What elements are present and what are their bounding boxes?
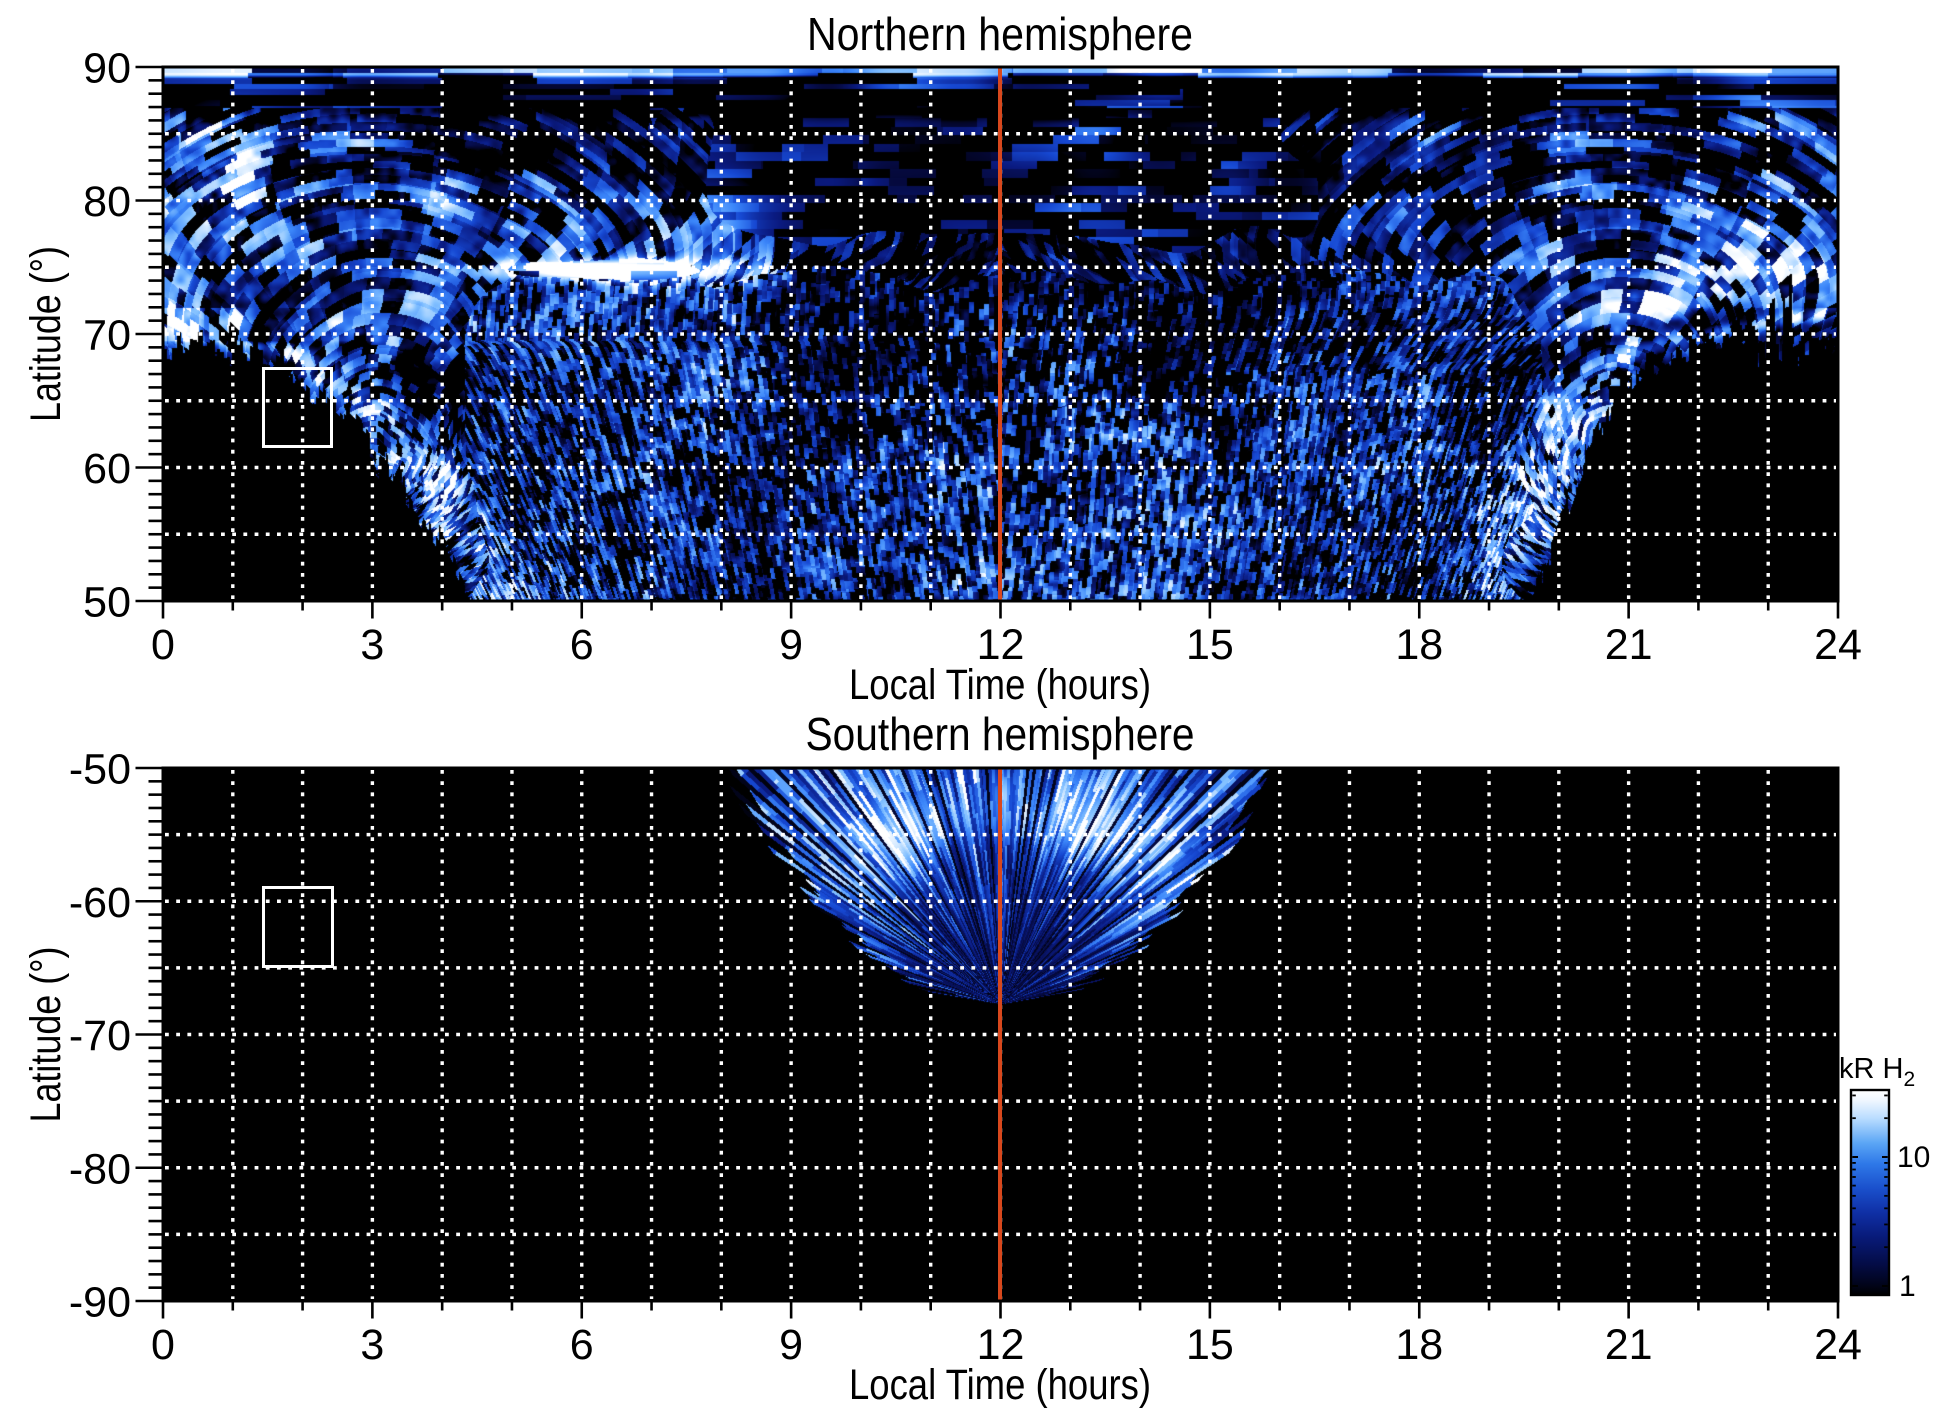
svg-text:6: 6: [570, 621, 594, 669]
svg-text:60: 60: [83, 445, 131, 493]
svg-text:50: 50: [83, 579, 131, 627]
svg-text:80: 80: [83, 178, 131, 226]
svg-text:9: 9: [779, 1321, 803, 1369]
svg-text:21: 21: [1605, 621, 1653, 669]
svg-text:3: 3: [360, 1321, 384, 1369]
svg-text:24: 24: [1814, 621, 1862, 669]
svg-text:18: 18: [1395, 1321, 1443, 1369]
svg-text:9: 9: [779, 621, 803, 669]
svg-text:-50: -50: [69, 746, 131, 794]
svg-text:Local Time (hours): Local Time (hours): [849, 1361, 1151, 1409]
svg-text:15: 15: [1186, 621, 1234, 669]
svg-text:12: 12: [977, 1321, 1025, 1369]
svg-text:24: 24: [1814, 1321, 1862, 1369]
svg-text:10: 10: [1897, 1141, 1930, 1174]
svg-text:1: 1: [1899, 1270, 1916, 1303]
svg-text:15: 15: [1186, 1321, 1234, 1369]
svg-text:90: 90: [83, 45, 131, 93]
svg-text:-80: -80: [69, 1145, 131, 1193]
svg-text:-60: -60: [69, 879, 131, 927]
svg-text:Northern hemisphere: Northern hemisphere: [807, 8, 1193, 60]
svg-text:6: 6: [570, 1321, 594, 1369]
svg-text:Local Time (hours): Local Time (hours): [849, 661, 1151, 709]
svg-text:Southern hemisphere: Southern hemisphere: [806, 708, 1195, 760]
svg-text:18: 18: [1395, 621, 1443, 669]
svg-text:21: 21: [1605, 1321, 1653, 1369]
svg-text:-90: -90: [69, 1279, 131, 1327]
svg-text:kR H2: kR H2: [1839, 1053, 1915, 1091]
svg-text:70: 70: [83, 312, 131, 360]
svg-text:3: 3: [360, 621, 384, 669]
svg-text:Latitude (°): Latitude (°): [22, 947, 70, 1123]
svg-text:0: 0: [151, 621, 175, 669]
svg-text:Latitude (°): Latitude (°): [22, 246, 70, 422]
svg-text:0: 0: [151, 1321, 175, 1369]
svg-text:-70: -70: [69, 1012, 131, 1060]
svg-text:12: 12: [977, 621, 1025, 669]
